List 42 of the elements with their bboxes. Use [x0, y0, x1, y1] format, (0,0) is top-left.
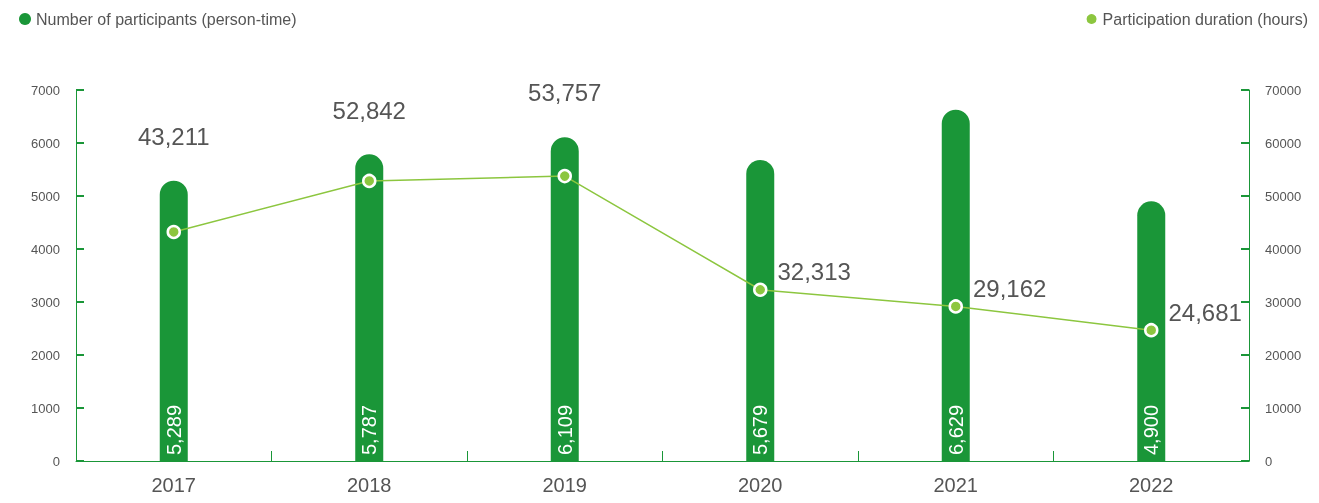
y-tick-label: 7000: [31, 82, 60, 98]
y-tick-label: 4000: [31, 241, 60, 257]
y-tick-label: 1000: [31, 400, 60, 416]
legend-label: Participation duration (hours): [1102, 10, 1308, 28]
point: [362, 173, 377, 189]
y2-tick-label: 40000: [1265, 241, 1302, 257]
point: [1144, 322, 1159, 338]
data-label: 5,289: [162, 404, 185, 455]
data-label: 53,757: [528, 79, 602, 107]
point: [557, 168, 572, 184]
y-tick-label: 6000: [31, 135, 60, 151]
y2-tick-label: 50000: [1265, 188, 1302, 204]
y-tick-label: 0: [52, 453, 60, 469]
point: [753, 282, 768, 297]
y2-tick-label: 20000: [1265, 347, 1302, 363]
x-tick-label: 2018: [347, 474, 392, 496]
data-label: 32,313: [777, 258, 851, 286]
y-tick-label: 5000: [31, 188, 60, 204]
data-label: 29,162: [973, 274, 1047, 302]
data-label: 6,629: [944, 404, 967, 455]
data-label: 52,842: [332, 96, 406, 124]
y2-tick-label: 10000: [1265, 400, 1302, 416]
point: [166, 224, 181, 240]
y-tick-label: 3000: [31, 294, 60, 310]
y2-tick-label: 30000: [1265, 294, 1302, 310]
x-tick-label: 2019: [542, 474, 587, 496]
legend-label: Number of participants (person-time): [36, 10, 297, 28]
y2-tick-label: 0: [1265, 453, 1273, 469]
data-label: 6,109: [553, 404, 576, 455]
y-tick-label: 2000: [31, 347, 60, 363]
point: [948, 299, 963, 314]
data-label: 4,900: [1140, 404, 1163, 455]
data-label: 24,681: [1168, 298, 1242, 326]
data-label: 5,787: [358, 404, 381, 455]
y2-tick-label: 70000: [1265, 82, 1302, 98]
y2-tick-label: 60000: [1265, 135, 1302, 151]
x-tick-label: 2020: [738, 474, 783, 496]
x-tick-label: 2017: [151, 474, 196, 496]
x-tick-label: 2022: [1129, 474, 1174, 496]
data-label: 43,211: [137, 122, 210, 150]
x-tick-label: 2021: [933, 474, 978, 496]
data-label: 5,679: [749, 404, 772, 455]
